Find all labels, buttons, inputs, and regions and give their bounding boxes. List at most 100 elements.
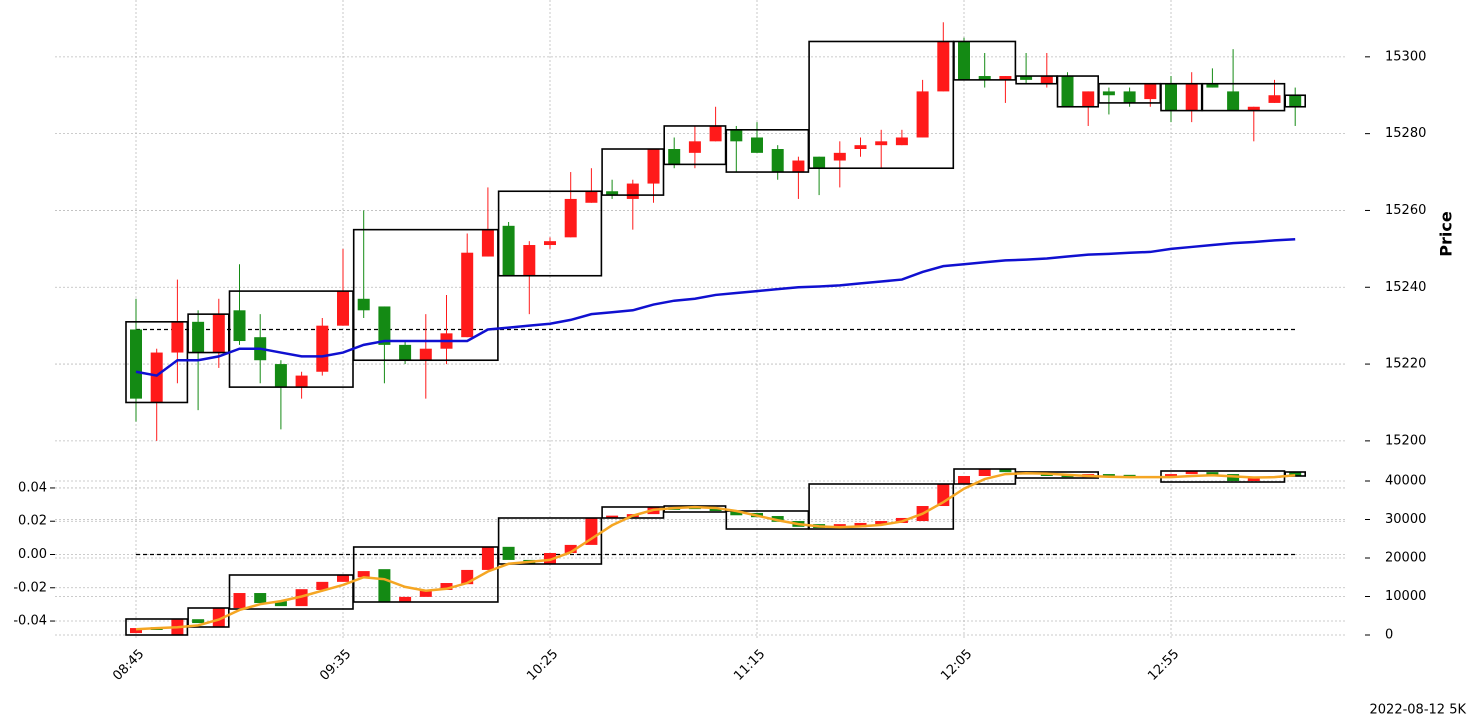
candle-body (502, 546, 515, 560)
candle-body (937, 41, 950, 92)
candle-body (1268, 95, 1281, 103)
candle-body (813, 156, 826, 169)
candle-body (854, 145, 867, 150)
candle-body (999, 76, 1012, 80)
candle-body (337, 574, 349, 582)
candle-body (544, 552, 556, 565)
candle-body (730, 511, 743, 516)
candle-body (192, 321, 205, 353)
y-tick-label: 0.02 (18, 514, 47, 529)
y-tick-label: -0.04 (13, 614, 47, 629)
candle-body (958, 41, 970, 80)
box (953, 40, 1017, 81)
candle-body (233, 593, 246, 609)
candle-body (751, 137, 763, 153)
candle-body (875, 521, 888, 525)
candle-body (1206, 472, 1219, 475)
candle-body (668, 149, 681, 165)
candle-body (316, 581, 329, 590)
candle-body (709, 125, 722, 142)
candle-body (378, 306, 391, 345)
candle-body (688, 141, 701, 153)
y-tick-label: 0.04 (18, 480, 47, 495)
candle-body (585, 191, 598, 203)
y-tick-label: 15300 (1385, 49, 1426, 64)
candle-body (564, 198, 577, 238)
box (1284, 94, 1306, 108)
candle-body (1206, 83, 1219, 88)
box (187, 607, 230, 628)
candle-body (419, 348, 432, 361)
candle-body (130, 628, 142, 634)
candle-body (461, 252, 474, 338)
y-tick-label: 15220 (1385, 357, 1426, 372)
candle-body (212, 314, 225, 353)
x-tick-label: 11:15 (731, 647, 768, 684)
candle-body (295, 375, 308, 388)
candle-body (771, 149, 784, 173)
candle-body (1289, 95, 1302, 107)
candle-body (1247, 477, 1260, 481)
x-tick-label: 10:25 (524, 647, 561, 684)
candle-body (399, 596, 412, 602)
box (808, 483, 955, 530)
candle-body (337, 291, 349, 326)
candle-body (916, 91, 929, 138)
candle-body (606, 515, 619, 518)
box (228, 290, 354, 388)
box (497, 190, 603, 277)
candle-body (274, 601, 287, 607)
y-tick-label: 15240 (1385, 280, 1426, 295)
candle-body (1165, 83, 1177, 111)
candle-body (150, 352, 163, 403)
candle-body (958, 475, 970, 485)
y2-tick-label: 10000 (1385, 589, 1426, 604)
candle-body (440, 583, 453, 590)
candle-body (895, 137, 908, 146)
x-tick-label: 09:35 (317, 647, 354, 684)
candle-body (647, 149, 660, 184)
candle-body (502, 225, 515, 276)
candle-body (1123, 91, 1136, 103)
x-tick-label: 08:45 (110, 647, 147, 684)
candle-body (1102, 474, 1115, 476)
candle-body (978, 469, 991, 476)
candle-body (1289, 472, 1302, 476)
y-tick-label: 0.00 (18, 547, 47, 562)
box (601, 148, 665, 196)
y2-tick-label: 0 (1385, 627, 1393, 642)
candle-body (833, 152, 846, 161)
box (1015, 471, 1099, 479)
candle-body (1102, 91, 1115, 96)
candle-body (192, 619, 205, 624)
candle-body (792, 160, 805, 173)
candle-body (523, 245, 536, 276)
box (352, 546, 499, 603)
box (497, 517, 603, 565)
box (352, 228, 499, 362)
box (125, 321, 189, 404)
y2-tick-label: 20000 (1385, 550, 1426, 565)
candle-body (233, 310, 246, 342)
candle-body (357, 571, 370, 578)
y2-tick-label: 30000 (1385, 512, 1426, 527)
candle-body (357, 298, 370, 311)
candle-body (254, 593, 267, 604)
y-tick-label: -0.02 (13, 580, 47, 595)
y-tick-label: 15200 (1385, 433, 1426, 448)
candle-body (544, 241, 556, 246)
candle-body (171, 321, 184, 353)
candle-body (875, 141, 888, 146)
footer: 2022-08-12 5K (1370, 703, 1467, 718)
candle-body (1082, 91, 1095, 107)
candle-body (399, 344, 412, 361)
y2-tick-label: 40000 (1385, 473, 1426, 488)
candle-body (564, 544, 577, 553)
line-series (135, 238, 1296, 377)
candle-body (419, 589, 432, 597)
line-series (135, 472, 1296, 631)
candle-body (481, 546, 494, 570)
y-axis-label: Price (1437, 211, 1456, 257)
